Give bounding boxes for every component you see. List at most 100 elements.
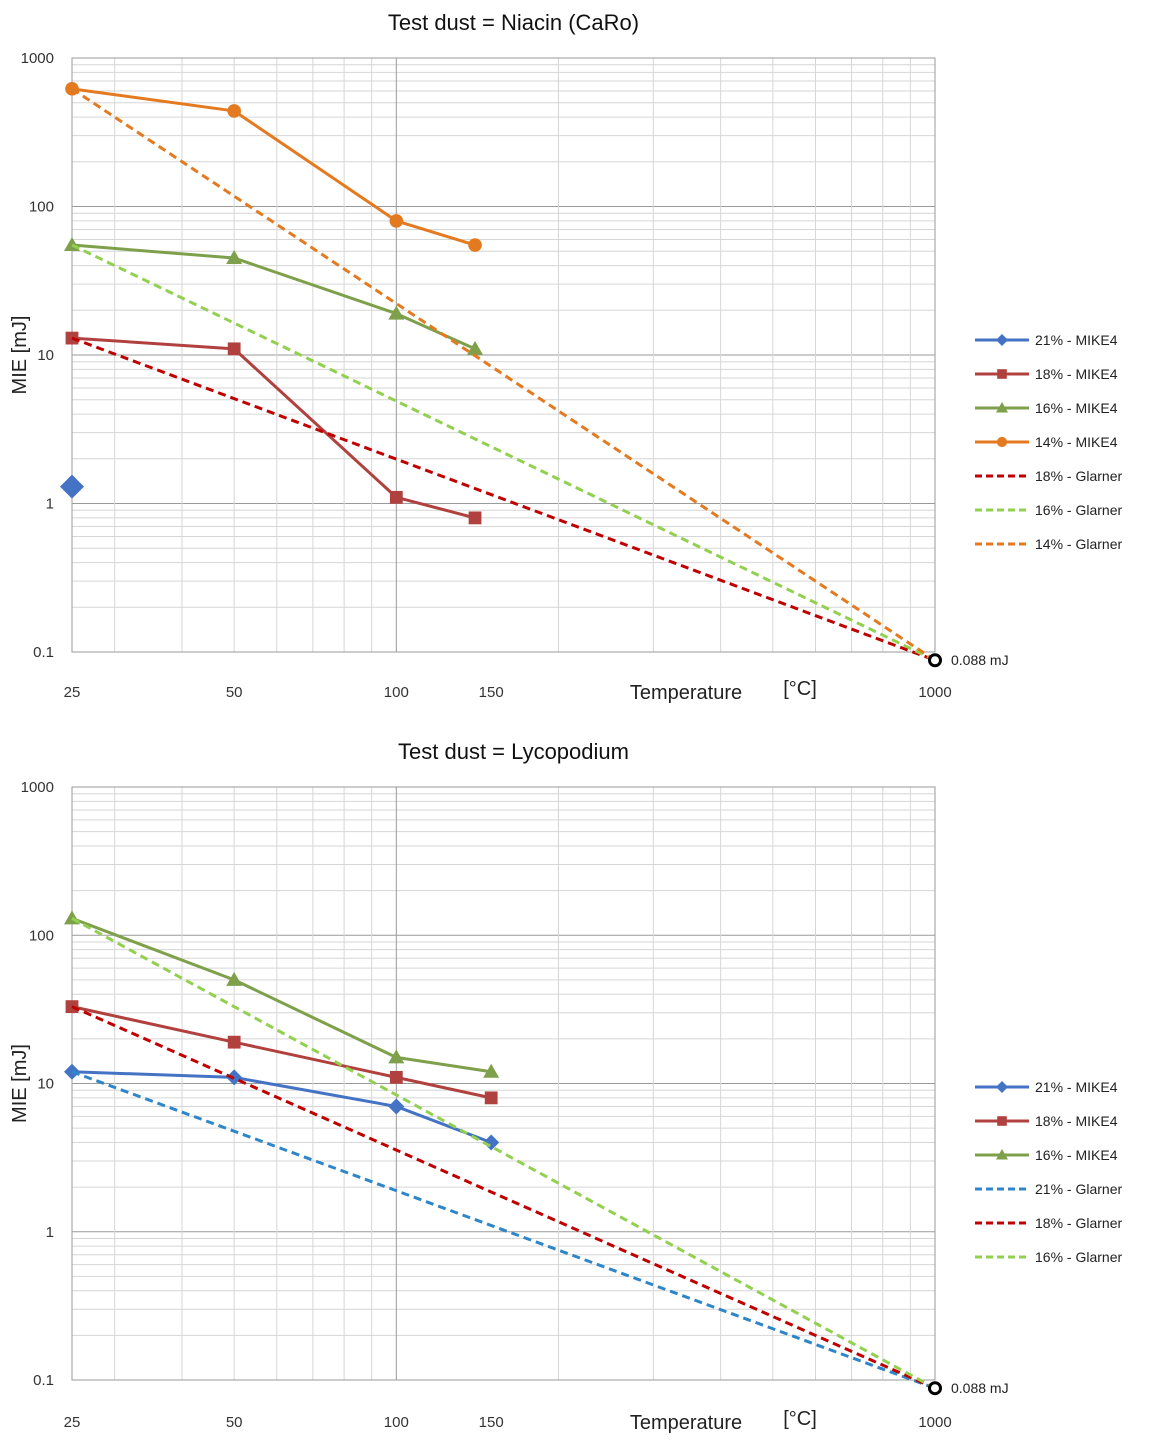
convergence-point	[928, 1381, 942, 1396]
y-tick-label: 0.1	[33, 1372, 54, 1389]
data-point	[226, 971, 243, 986]
x-tick-label: 50	[226, 684, 243, 701]
data-point	[389, 1070, 403, 1084]
y-tick-label: 1000	[21, 50, 54, 67]
x-tick-label: 1000	[918, 1414, 951, 1431]
series-16-mike4	[64, 910, 500, 1078]
series-line	[71, 1005, 492, 1100]
legend-item: 18% - MIKE4	[975, 1113, 1118, 1129]
x-axis-label: Temperature	[630, 1412, 742, 1434]
series-line	[71, 1005, 936, 1390]
chart-title: Test dust = Niacin (CaRo)	[388, 10, 639, 35]
legend-item: 21% - Glarner	[975, 1181, 1122, 1197]
x-tick-label: 50	[226, 1414, 243, 1431]
legend-item: 18% - Glarner	[975, 1215, 1122, 1231]
grid	[71, 57, 936, 653]
x-tick-label: 100	[384, 1414, 409, 1431]
series-line	[71, 87, 936, 662]
y-tick-label: 10	[37, 1076, 54, 1093]
legend-item: 18% - MIKE4	[975, 366, 1118, 382]
legend-item: 21% - MIKE4	[975, 1079, 1118, 1095]
series-14-glarner	[71, 87, 936, 662]
data-point	[388, 1049, 405, 1064]
x-tick-label: 1000	[918, 684, 951, 701]
legend-label: 18% - MIKE4	[1035, 366, 1118, 382]
legend-label: 14% - MIKE4	[1035, 434, 1118, 450]
data-point	[484, 1091, 498, 1105]
legend-marker	[997, 369, 1007, 379]
legend-item: 16% - Glarner	[975, 502, 1122, 518]
series-18-glarner	[71, 336, 936, 662]
chart-2: Test dust = Lycopodium 1000 100 10 1 0.1 25 50 1…	[9, 739, 1122, 1434]
series-line	[71, 1070, 936, 1390]
legend-marker	[996, 1081, 1008, 1093]
y-tick-label: 10	[37, 347, 54, 364]
legend-label: 21% - Glarner	[1035, 1181, 1122, 1197]
legend-label: 21% - MIKE4	[1035, 1079, 1118, 1095]
data-point	[389, 214, 404, 228]
series-18-mike4	[65, 1000, 498, 1105]
legend-item: 16% - MIKE4	[975, 400, 1118, 416]
annotation-label: 0.088 mJ	[951, 652, 1009, 668]
y-axis-label: MIE [mJ]	[9, 316, 31, 395]
x-tick-label: 100	[384, 684, 409, 701]
data-point	[227, 342, 241, 356]
x-axis-unit: [°C]	[783, 1408, 817, 1430]
y-tick-label: 100	[29, 199, 54, 216]
x-tick-label: 25	[64, 1414, 81, 1431]
grid	[71, 786, 936, 1381]
legend-item: 16% - Glarner	[975, 1249, 1122, 1265]
data-point	[226, 249, 243, 264]
x-tick-label: 150	[479, 1414, 504, 1431]
data-point	[227, 1035, 241, 1049]
series-21-mike4	[64, 1063, 500, 1151]
legend-item: 14% - Glarner	[975, 536, 1122, 552]
series-21-mike4	[60, 474, 84, 499]
y-tick-label: 1000	[21, 779, 54, 796]
legend-item: 21% - MIKE4	[975, 332, 1118, 348]
y-axis-label: MIE [mJ]	[9, 1044, 31, 1123]
series-14-mike4	[65, 82, 482, 252]
series-line	[71, 243, 476, 351]
legend-item: 14% - MIKE4	[975, 434, 1118, 450]
series-line	[71, 87, 476, 247]
data-point	[227, 104, 241, 118]
series-line	[71, 1070, 492, 1144]
legend-item: 16% - MIKE4	[975, 1147, 1118, 1163]
y-tick-label: 1	[46, 496, 54, 513]
y-tick-label: 100	[29, 927, 54, 944]
series-16-glarner	[71, 917, 936, 1390]
series-line	[71, 243, 936, 662]
data-point	[60, 474, 84, 499]
x-tick-label: 25	[64, 684, 81, 701]
data-point	[388, 1098, 405, 1115]
legend-item: 18% - Glarner	[975, 468, 1122, 484]
legend-label: 16% - Glarner	[1035, 502, 1122, 518]
data-point	[483, 1063, 500, 1078]
convergence-point	[928, 653, 942, 668]
data-point	[388, 305, 405, 320]
legend-marker	[996, 436, 1008, 448]
series-21-glarner	[71, 1070, 936, 1390]
x-tick-label: 150	[479, 684, 504, 701]
legend-marker	[996, 1149, 1008, 1160]
x-axis-unit: [°C]	[783, 678, 817, 700]
legend-label: 14% - Glarner	[1035, 536, 1122, 552]
series-line	[71, 336, 476, 520]
legend-label: 21% - MIKE4	[1035, 332, 1118, 348]
legend: 21% - MIKE4 18% - MIKE4 16% - MIKE4 21% - G…	[975, 1079, 1122, 1265]
legend-label: 18% - MIKE4	[1035, 1113, 1118, 1129]
legend-marker	[996, 402, 1008, 413]
legend-marker	[997, 1116, 1007, 1126]
chart-title: Test dust = Lycopodium	[398, 739, 629, 764]
y-tick-label: 0.1	[33, 644, 54, 661]
chart-1: Test dust = Niacin (CaRo) 1000 100 10 1 0.1 25…	[9, 10, 1122, 704]
series-line	[71, 336, 936, 662]
series-18-mike4	[65, 331, 482, 525]
legend-label: 16% - MIKE4	[1035, 400, 1118, 416]
series-16-mike4	[64, 237, 484, 355]
legend-label: 16% - MIKE4	[1035, 1147, 1118, 1163]
data-point	[468, 511, 482, 525]
series-18-glarner	[71, 1005, 936, 1390]
